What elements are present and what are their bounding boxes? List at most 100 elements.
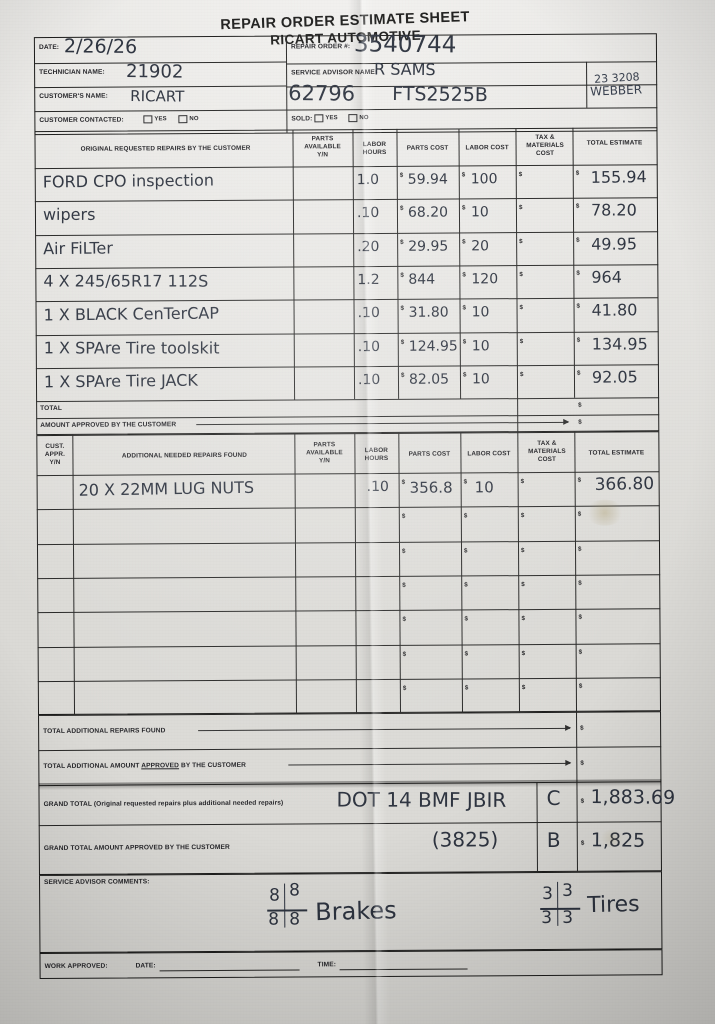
table-row: 1 X BLACK CenTerCAP .10 $31.80 $10 $ $41.80 bbox=[35, 297, 658, 334]
addl-col-header-parts-avail-3: Y/N bbox=[318, 457, 330, 465]
row-total-dollar: $ bbox=[577, 545, 582, 553]
row-tax-dollar: $ bbox=[521, 546, 525, 554]
customer-value: RICART bbox=[130, 87, 185, 106]
orig-total-dollar-sign: $ bbox=[578, 401, 582, 409]
sold-no-checkbox[interactable] bbox=[348, 114, 358, 123]
brakes-word: Brakes bbox=[314, 896, 397, 927]
row-tax-dollar: $ bbox=[521, 683, 526, 691]
table-row: FORD CPO inspection 1.0 $59.94 $100 $ $155.94 bbox=[35, 164, 658, 201]
row-parts-cost-dollar: $ bbox=[401, 478, 406, 486]
total-additional-approved-label: TOTAL ADDITIONAL AMOUNT APPROVED BY THE … bbox=[43, 761, 246, 771]
orig-total-label: TOTAL bbox=[40, 404, 63, 413]
row-total-dollar: $ bbox=[575, 169, 580, 177]
row-labor-cost-dollar: $ bbox=[462, 337, 467, 345]
row-tax-dollar: $ bbox=[519, 337, 524, 345]
brakes-measure-top-left: 8 bbox=[269, 885, 281, 906]
row-labor-hours: 1.2 bbox=[357, 271, 380, 288]
contacted-yes-label: YES bbox=[154, 116, 167, 123]
grand-approved-label: GRAND TOTAL AMOUNT APPROVED BY THE CUSTO… bbox=[43, 843, 230, 853]
row-total-estimate: 49.95 bbox=[591, 233, 638, 254]
row-labor-cost-dollar: $ bbox=[462, 304, 467, 312]
orig-col-header-parts-avail-1: PARTS bbox=[311, 135, 334, 143]
row-labor-hours: .10 bbox=[357, 338, 381, 355]
orig-approved-label: AMOUNT APPROVED BY THE CUSTOMER bbox=[40, 421, 177, 430]
grand-approved-dollar: $ bbox=[580, 839, 585, 847]
row-total-dollar: $ bbox=[577, 511, 582, 519]
row-parts-cost-dollar: $ bbox=[400, 271, 404, 279]
row-labor-cost-dollar: $ bbox=[464, 615, 468, 623]
row-total-dollar: $ bbox=[575, 203, 580, 211]
row-tax-dollar: $ bbox=[520, 478, 525, 486]
row-labor-cost-dollar: $ bbox=[464, 581, 468, 589]
date-value: 2/26/26 bbox=[63, 35, 138, 59]
contacted-no-checkbox[interactable] bbox=[178, 115, 188, 124]
row-tax-dollar: $ bbox=[521, 580, 525, 589]
row-parts-cost: 124.95 bbox=[408, 337, 458, 355]
table-row: $ $ $ $ bbox=[38, 677, 661, 715]
addl-col-header-parts-avail-1: PARTS bbox=[313, 441, 336, 449]
row-parts-cost-dollar: $ bbox=[402, 616, 406, 624]
row-labor-cost-dollar: $ bbox=[463, 512, 468, 520]
row-total-estimate: 964 bbox=[591, 267, 622, 287]
row-total-dollar: $ bbox=[576, 269, 580, 277]
orig-col-header-desc: ORIGINAL REQUESTED REPAIRS BY THE CUSTOM… bbox=[80, 144, 251, 153]
grand-total-dollar: $ bbox=[580, 797, 585, 805]
row-parts-cost-dollar: $ bbox=[402, 547, 406, 555]
row-description: Air FiLTer bbox=[43, 238, 114, 258]
technician-label: TECHNICIAN NAME: bbox=[39, 68, 105, 77]
orig-col-header-parts-cost: PARTS COST bbox=[406, 144, 449, 152]
grand-total-label: GRAND TOTAL (Original requested repairs … bbox=[43, 799, 284, 809]
row-total-estimate: 155.94 bbox=[590, 167, 647, 187]
table-row: $ $ $ $ bbox=[37, 574, 660, 612]
row-labor-cost-dollar: $ bbox=[462, 271, 466, 279]
row-description: 1 X BLACK CenTerCAP bbox=[43, 303, 220, 325]
addl-col-header-parts-avail-2: AVAILABLE bbox=[306, 449, 343, 457]
row-tax-dollar: $ bbox=[519, 304, 524, 312]
paper-stain-1 bbox=[584, 499, 625, 526]
row-tax-dollar: $ bbox=[521, 615, 525, 623]
row-tax-dollar: $ bbox=[519, 270, 523, 279]
orig-col-header-tax-2: MATERIALS bbox=[526, 141, 564, 150]
sold-yes-checkbox[interactable] bbox=[314, 114, 324, 123]
orig-col-header-labor-hours-2: HOURS bbox=[362, 148, 387, 157]
footer-time-label: TIME: bbox=[317, 961, 337, 969]
row-description: 4 X 245/65R17 112S bbox=[43, 271, 209, 291]
row-parts-cost-dollar: $ bbox=[399, 205, 404, 213]
vehicle-code-value: FTS2525B bbox=[392, 83, 489, 107]
margin-note-2: WEBBER bbox=[589, 82, 643, 99]
row-parts-cost: 82.05 bbox=[408, 371, 450, 388]
tires-word: Tires bbox=[586, 891, 640, 919]
row-labor-hours: .20 bbox=[357, 238, 380, 255]
technician-value: 21902 bbox=[125, 61, 184, 83]
customer-label: CUSTOMER'S NAME: bbox=[39, 92, 108, 101]
total-additional-approved-dollar: $ bbox=[580, 759, 584, 767]
tires-measure-top-right: 3 bbox=[562, 880, 573, 901]
table-row: $ $ $ $ bbox=[37, 608, 660, 646]
total-additional-found-label: TOTAL ADDITIONAL REPAIRS FOUND bbox=[43, 727, 166, 736]
orig-col-header-tax-1: TAX & bbox=[535, 133, 555, 142]
addl-col-header-cust-2: APPR. bbox=[44, 450, 65, 459]
row-labor-cost: 120 bbox=[471, 271, 499, 288]
grand-approved-grade: B bbox=[546, 827, 561, 852]
repair-order-value: 3540744 bbox=[353, 31, 457, 59]
row-tax-dollar: $ bbox=[519, 370, 524, 378]
row-labor-cost-dollar: $ bbox=[462, 238, 466, 246]
sold-no-label: NO bbox=[359, 115, 369, 122]
row-total-dollar: $ bbox=[576, 336, 581, 344]
tires-measure-top-left: 3 bbox=[542, 883, 554, 904]
table-row: $ $ $ $ bbox=[37, 540, 660, 578]
row-parts-cost-dollar: $ bbox=[402, 581, 406, 589]
orig-col-header-parts-avail-2: AVAILABLE bbox=[304, 143, 341, 151]
contacted-yes-checkbox[interactable] bbox=[143, 115, 153, 124]
addl-col-header-tax-1: TAX & bbox=[537, 439, 557, 448]
row-labor-hours: .10 bbox=[356, 205, 380, 222]
addl-col-header-cust-3: Y/N bbox=[49, 458, 61, 466]
table-row: 1 X SPAre Tire toolskit .10 $124.95 $10 $ $13… bbox=[36, 331, 659, 368]
orig-approved-dollar-sign: $ bbox=[578, 418, 582, 426]
row-total-dollar: $ bbox=[578, 682, 583, 690]
customer-contacted-label: CUSTOMER CONTACTED: bbox=[39, 116, 124, 125]
row-total-dollar: $ bbox=[578, 648, 583, 656]
row-total-dollar: $ bbox=[577, 476, 582, 484]
row-parts-cost: 68.20 bbox=[407, 204, 449, 222]
